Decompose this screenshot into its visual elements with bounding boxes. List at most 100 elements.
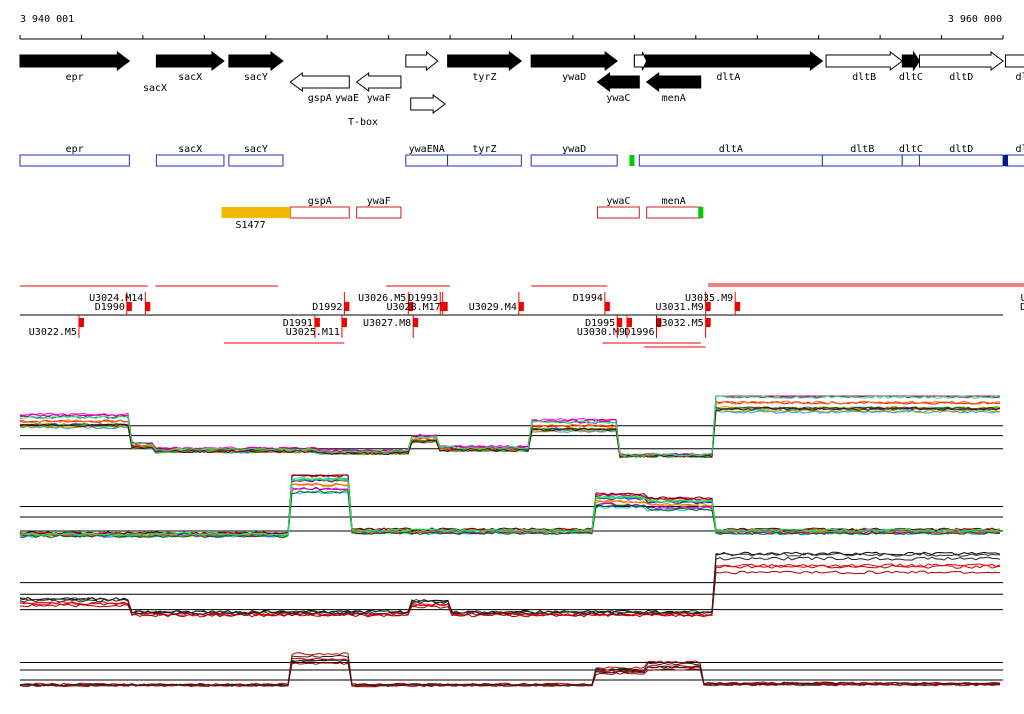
operon-label-tyrZ: tyrZ — [472, 144, 496, 155]
gene-reverse-ywaC-label: ywaC — [606, 93, 630, 104]
operon-box-ywaD[interactable] — [530, 154, 618, 167]
operon-label-ywaD: ywaD — [562, 144, 586, 155]
reverse-operon-track[interactable]: gspAywaFywaCmenAlicH — [289, 196, 1024, 219]
tss-upper-label-D1994: D1994 — [573, 293, 603, 304]
operon-box-dltD[interactable] — [918, 154, 1004, 167]
tss-lower-marker-U3022.M5 — [78, 318, 84, 327]
reverse-label-gspA: gspA — [308, 196, 332, 207]
gene-forward-sacX-label: sacX — [178, 72, 202, 83]
operon-marker-green — [629, 155, 635, 166]
operon-label-sacX: sacX — [178, 144, 202, 155]
tss-lower-label-U3030.M9: U3030.M9 — [577, 327, 625, 338]
reverse-label-ywaC: ywaC — [606, 196, 630, 207]
gene-forward-dltB[interactable] — [825, 51, 904, 71]
gene-annotation-track[interactable]: eprsacXsacYtyrZywaDdltAdltBdltCdltDdltEi… — [19, 50, 1024, 114]
gene-forward-sacX[interactable] — [155, 51, 225, 71]
tss-upper-marker-D1990 — [126, 302, 132, 311]
gene-label-sacX: sacX — [143, 83, 167, 94]
operon-label-ywaENA: ywaENA — [409, 144, 445, 155]
operon-label-dltD: dltD — [949, 144, 973, 155]
gene-reverse-menA[interactable] — [645, 72, 702, 92]
tss-lower-marker-U3027.M8 — [413, 318, 419, 327]
operon-box-dltE[interactable] — [1004, 154, 1024, 167]
reverse-box-ywaF[interactable] — [356, 206, 402, 219]
tss-lower-marker-U3030.M9 — [627, 318, 633, 327]
gene-forward-dltA[interactable] — [633, 51, 824, 71]
operon-label-dltB: dltB — [850, 144, 874, 155]
reverse-box-ywaC[interactable] — [597, 206, 640, 219]
tss-lower-marker-D1996 — [656, 318, 662, 327]
expression-track-2 — [19, 474, 1003, 539]
reverse-label-ywaF: ywaF — [367, 196, 391, 207]
operon-label-dltC: dltC — [899, 144, 923, 155]
operon-label-dltE: dltE — [1016, 144, 1024, 155]
start-coordinate: 3 940 001 — [20, 14, 74, 25]
operon-label-dltA: dltA — [719, 144, 743, 155]
coordinate-ruler — [19, 35, 1004, 40]
tss-upper-label-U3035.M9: U3035.M9 — [685, 293, 733, 304]
srna-track[interactable]: S1477S1481 — [221, 207, 1024, 231]
gene-forward-epr[interactable] — [19, 51, 131, 71]
gene-forward-dltD-label: dltD — [949, 72, 973, 83]
tss-upper-marker-U3026.M5 — [408, 302, 414, 311]
expression-track-1 — [19, 395, 1003, 459]
gene-forward-tbox[interactable] — [410, 94, 446, 114]
transcription-start-track[interactable]: D1990U3024.M14D1992U3026.M5U3028.M17D199… — [19, 282, 1024, 348]
srna-S1477[interactable] — [221, 207, 291, 218]
operon-box-sacX[interactable] — [155, 154, 225, 167]
tss-upper-label-D1992: D1992 — [312, 302, 342, 313]
gene-forward-epr-label: epr — [66, 72, 84, 83]
gene-reverse-gspA[interactable] — [289, 72, 350, 92]
gene-forward-dltD[interactable] — [918, 51, 1004, 71]
tss-lower-label-U3027.M8: U3027.M8 — [363, 318, 411, 329]
gene-reverse-ywaF[interactable] — [355, 72, 402, 92]
tss-upper-label-U3028.M17: U3028.M17 — [386, 302, 440, 313]
tss-upper-label-U3024.M14: U3024.M14 — [89, 293, 143, 304]
operon-box-epr[interactable] — [19, 154, 130, 167]
operon-track[interactable]: epr sacX sacY ywaENA tyrZ ywaD dltA dltB dltC dlt… — [19, 144, 1024, 167]
tss-upper-marker-D1992 — [344, 302, 350, 311]
gene-reverse-ywaC[interactable] — [596, 72, 640, 92]
gene-forward-sacY-label: sacY — [244, 72, 268, 83]
tss-lower-label-U3022.M5: U3022.M5 — [29, 327, 77, 338]
gene-forward-ywaD-label: ywaD — [562, 72, 586, 83]
gene-reverse-ywaF-label: ywaF — [367, 93, 391, 104]
gene-forward-dltA-prefix[interactable] — [633, 51, 648, 71]
gene-forward-sacY[interactable] — [228, 51, 284, 71]
tss-lower-label-D1991: D1991 — [283, 318, 313, 329]
expression-track-4 — [19, 652, 1003, 688]
reverse-box-menA[interactable] — [646, 206, 702, 219]
gene-forward-ywaD[interactable] — [530, 51, 619, 71]
tss-upper-marker-U3035.M9 — [735, 302, 741, 311]
reverse-box-gspA[interactable] — [289, 206, 350, 219]
gene-forward-dltE-label: dltE — [1016, 72, 1024, 83]
gene-forward-dltA-label: dltA — [716, 72, 740, 83]
operon-box-dltC[interactable] — [901, 154, 920, 167]
gene-forward-3[interactable] — [405, 50, 439, 72]
gene-forward-dltE[interactable] — [1004, 52, 1024, 70]
operon-box-dltB[interactable] — [821, 154, 903, 167]
tss-upper-marker-U3031.M9 — [705, 302, 711, 311]
reverse-label-menA: menA — [662, 196, 686, 207]
tss-upper-marker-U3024.M14 — [145, 302, 151, 311]
operon-label-sacY: sacY — [244, 144, 268, 155]
operon-box-dltA[interactable] — [638, 154, 823, 167]
gene-forward-tyrZ-label: tyrZ — [472, 72, 496, 83]
tss-lower-marker-U3025.M11 — [341, 318, 347, 327]
tss-lower-marker-U3032.M5 — [705, 318, 711, 327]
tss-lower-label-D1996: D1996 — [624, 327, 654, 338]
reverse-marker-green — [698, 207, 704, 218]
gene-reverse-menA-label: menA — [662, 93, 686, 104]
tss-lower-label-D1995: D1995 — [585, 318, 615, 329]
gene-forward-dltC-label: dltC — [899, 72, 923, 83]
tss-upper-label-D1997: D1997 — [1020, 302, 1024, 313]
operon-box-ywaENA[interactable] — [405, 154, 449, 167]
tss-lower-label-U3032.M5: U3032.M5 — [655, 318, 703, 329]
tss-upper-label-D1990: D1990 — [95, 302, 125, 313]
gene-forward-dltC[interactable] — [901, 50, 921, 72]
operon-box-sacY[interactable] — [228, 154, 284, 167]
operon-box-tyrZ[interactable] — [447, 154, 522, 167]
expression-profile-tracks — [19, 395, 1003, 688]
gene-forward-tyrZ[interactable] — [447, 51, 523, 71]
